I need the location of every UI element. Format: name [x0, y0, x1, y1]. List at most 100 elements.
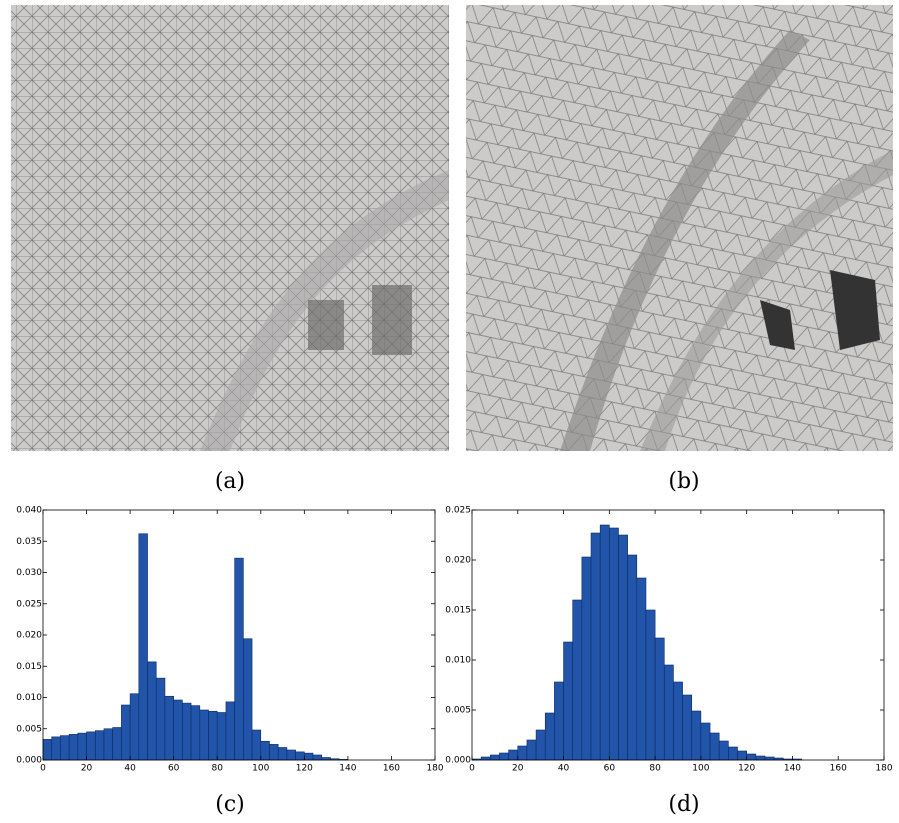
bar	[68, 734, 79, 761]
panel-caption: (c)	[215, 792, 245, 817]
bar	[286, 749, 296, 761]
mesh-image-a	[11, 5, 449, 451]
bar	[526, 739, 537, 761]
plot-frame	[471, 509, 885, 761]
bar	[112, 727, 122, 761]
y-tick-label: 0.015	[445, 606, 471, 616]
y-tick-label: 0.005	[16, 724, 42, 734]
y-tick-label: 0.035	[16, 537, 42, 547]
bar	[618, 534, 628, 761]
x-tick-label: 140	[784, 764, 801, 774]
x-tick-label: 20	[81, 764, 93, 774]
bar	[103, 728, 113, 761]
x-tick-label: 100	[252, 764, 269, 774]
bar	[94, 730, 105, 761]
y-tick-label: 0.010	[445, 656, 471, 666]
bar	[645, 609, 656, 761]
x-tick-label: 40	[558, 764, 570, 774]
bar	[60, 735, 70, 761]
bar	[234, 557, 244, 761]
y-tick-label: 0.005	[445, 706, 471, 716]
bar	[636, 577, 647, 761]
y-tick-label: 0.025	[445, 506, 471, 516]
bar	[225, 701, 235, 761]
bar	[746, 753, 757, 761]
y-tick-label: 0.015	[16, 662, 42, 672]
bar	[277, 747, 288, 761]
bar	[599, 524, 610, 761]
bar	[737, 750, 747, 761]
bar	[535, 729, 546, 761]
bar	[508, 749, 519, 761]
x-tick-label: 120	[738, 764, 755, 774]
panel-caption: (b)	[668, 469, 699, 494]
bar	[609, 527, 619, 761]
y-tick-label: 0.020	[445, 556, 471, 566]
bar	[77, 732, 87, 761]
bar	[499, 752, 509, 761]
bar	[764, 756, 775, 761]
bar	[51, 736, 61, 761]
bar	[243, 638, 253, 761]
bar	[216, 712, 227, 761]
y-tick-label: 0.000	[445, 756, 471, 766]
bar	[147, 661, 157, 761]
bar	[563, 641, 574, 761]
y-tick-label: 0.020	[16, 631, 42, 641]
x-tick-label: 180	[426, 764, 443, 774]
y-tick-label: 0.010	[16, 693, 42, 703]
bar	[581, 556, 592, 761]
bar	[627, 554, 638, 761]
bar	[673, 681, 683, 761]
bar	[544, 712, 555, 761]
mesh-image-b	[466, 5, 893, 451]
x-tick-label: 80	[211, 764, 223, 774]
bar	[700, 722, 711, 761]
x-tick-label: 40	[124, 764, 136, 774]
bar	[682, 694, 693, 761]
y-tick-label: 0.000	[16, 756, 42, 766]
x-tick-label: 20	[512, 764, 524, 774]
bar	[173, 699, 183, 761]
x-tick-label: 100	[692, 764, 709, 774]
x-tick-label: 0	[40, 764, 46, 774]
x-tick-label: 160	[383, 764, 400, 774]
bar	[208, 710, 218, 761]
bar	[709, 732, 720, 761]
bar	[295, 751, 305, 761]
bar	[663, 664, 674, 761]
bar	[251, 729, 262, 761]
bar	[517, 745, 528, 761]
bar	[490, 754, 500, 761]
y-tick-label: 0.030	[16, 568, 42, 578]
x-tick-label: 60	[604, 764, 616, 774]
x-tick-label: 140	[339, 764, 356, 774]
bar	[654, 637, 665, 761]
y-tick-label: 0.040	[16, 506, 42, 516]
bar	[590, 532, 601, 761]
panel-caption: (a)	[215, 469, 245, 494]
bar	[269, 744, 279, 761]
x-tick-label: 80	[649, 764, 661, 774]
x-tick-label: 120	[296, 764, 313, 774]
bar	[260, 740, 270, 761]
bar	[164, 695, 174, 761]
bar	[718, 740, 729, 761]
x-tick-label: 160	[830, 764, 847, 774]
bar	[155, 677, 166, 761]
bar	[86, 731, 96, 761]
bar	[480, 756, 491, 761]
bar	[121, 704, 131, 761]
bar	[129, 693, 140, 761]
bar	[304, 752, 314, 761]
bar	[182, 702, 192, 761]
x-tick-label: 0	[469, 764, 475, 774]
x-tick-label: 60	[168, 764, 180, 774]
bar	[199, 709, 209, 761]
bar	[728, 746, 738, 761]
bar	[755, 755, 766, 761]
bar	[312, 754, 323, 761]
bar	[190, 705, 201, 761]
